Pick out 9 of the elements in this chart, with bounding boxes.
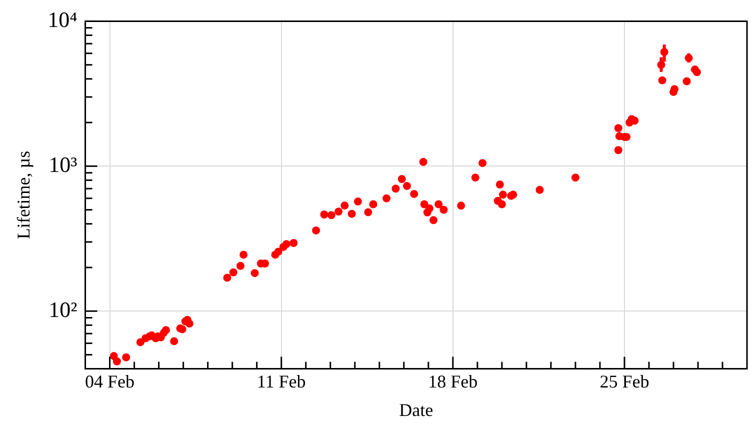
x-tick-label: 11 Feb bbox=[256, 371, 306, 392]
x-axis-title: Date bbox=[399, 400, 434, 420]
y-tick-label: 10⁴ bbox=[48, 6, 78, 32]
x-tick-label: 25 Feb bbox=[600, 371, 650, 392]
y-tick-label: 10² bbox=[48, 296, 78, 322]
y-axis-title: Lifetime, µs bbox=[14, 150, 34, 240]
y-tick-label: 10³ bbox=[48, 152, 78, 177]
x-tick-label: 04 Feb bbox=[85, 371, 135, 392]
x-tick-label: 18 Feb bbox=[428, 371, 478, 392]
